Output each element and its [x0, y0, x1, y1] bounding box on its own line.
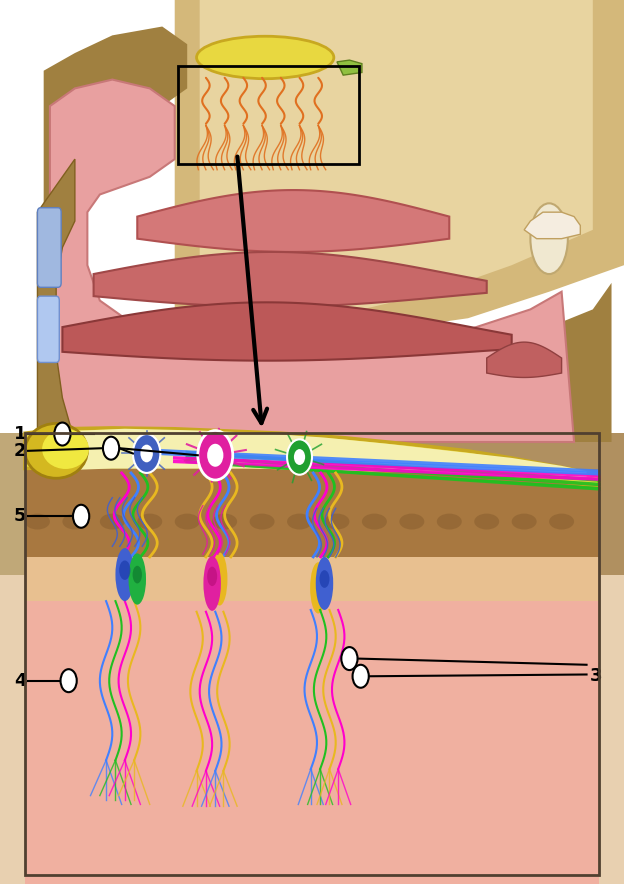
Bar: [178, 66, 359, 164]
Polygon shape: [200, 0, 593, 327]
Circle shape: [140, 445, 153, 462]
Bar: [25, 469, 599, 557]
Ellipse shape: [474, 514, 499, 530]
Ellipse shape: [42, 429, 89, 469]
Bar: [312, 433, 624, 575]
Circle shape: [294, 449, 305, 465]
Text: 1: 1: [14, 425, 26, 443]
Bar: [0, 0, 624, 442]
Ellipse shape: [512, 514, 537, 530]
Ellipse shape: [287, 514, 312, 530]
Ellipse shape: [25, 514, 50, 530]
Ellipse shape: [530, 203, 568, 274]
Ellipse shape: [207, 567, 217, 586]
Ellipse shape: [310, 562, 326, 613]
Polygon shape: [25, 428, 599, 486]
Ellipse shape: [25, 423, 87, 478]
Ellipse shape: [324, 514, 349, 530]
Ellipse shape: [132, 566, 142, 583]
Ellipse shape: [250, 514, 275, 530]
Ellipse shape: [197, 36, 334, 79]
Ellipse shape: [119, 560, 130, 580]
Ellipse shape: [212, 552, 228, 606]
Ellipse shape: [549, 514, 574, 530]
Ellipse shape: [316, 557, 333, 610]
Polygon shape: [37, 159, 75, 442]
Ellipse shape: [212, 514, 237, 530]
Ellipse shape: [115, 548, 134, 601]
Ellipse shape: [399, 514, 424, 530]
Circle shape: [103, 437, 119, 460]
FancyBboxPatch shape: [37, 296, 59, 362]
Polygon shape: [94, 252, 487, 307]
Text: 5: 5: [14, 507, 26, 525]
Polygon shape: [50, 80, 574, 442]
Bar: [25, 433, 599, 875]
Polygon shape: [524, 212, 580, 239]
Circle shape: [353, 665, 369, 688]
Ellipse shape: [203, 556, 221, 611]
Circle shape: [54, 423, 71, 446]
Bar: [25, 557, 599, 601]
Polygon shape: [62, 302, 512, 361]
Text: 2: 2: [14, 442, 26, 460]
Bar: [0, 433, 312, 575]
Ellipse shape: [129, 553, 146, 605]
Polygon shape: [137, 190, 449, 252]
Circle shape: [133, 434, 160, 473]
Bar: [0, 433, 624, 884]
Polygon shape: [44, 27, 612, 442]
Circle shape: [61, 669, 77, 692]
Ellipse shape: [437, 514, 462, 530]
Polygon shape: [62, 429, 587, 481]
Ellipse shape: [100, 514, 125, 530]
FancyBboxPatch shape: [37, 208, 61, 287]
Polygon shape: [337, 60, 362, 75]
Polygon shape: [487, 342, 562, 377]
Bar: [25, 557, 599, 884]
Ellipse shape: [137, 514, 162, 530]
Circle shape: [341, 647, 358, 670]
Text: 4: 4: [14, 672, 26, 690]
Circle shape: [287, 439, 312, 475]
Circle shape: [198, 431, 233, 480]
Ellipse shape: [319, 570, 329, 588]
Ellipse shape: [175, 514, 200, 530]
Ellipse shape: [362, 514, 387, 530]
Polygon shape: [175, 0, 624, 362]
Text: 3: 3: [590, 667, 602, 685]
Ellipse shape: [62, 514, 87, 530]
Circle shape: [73, 505, 89, 528]
Circle shape: [207, 444, 223, 467]
